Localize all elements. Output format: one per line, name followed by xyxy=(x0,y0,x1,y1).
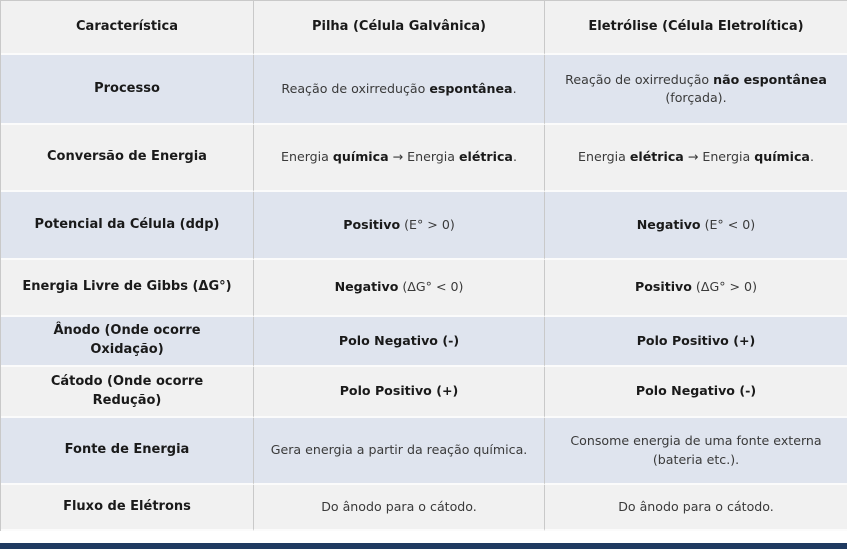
row-label-cell: Cátodo (Onde ocorre Redução) xyxy=(1,367,254,418)
pilha-cell: Gera energia a partir da reação química. xyxy=(254,418,545,485)
eletrolise-cell: Consome energia de uma fonte externa (ba… xyxy=(545,418,847,485)
pilha-cell: Do ânodo para o cátodo. xyxy=(254,485,545,531)
eletrolise-cell: Positivo (ΔG° > 0) xyxy=(545,260,847,317)
row-label-cell: Processo xyxy=(1,55,254,125)
eletrolise-cell: Do ânodo para o cátodo. xyxy=(545,485,847,531)
row-label-cell: Fluxo de Elétrons xyxy=(1,485,254,531)
comparison-table: Característica Pilha (Célula Galvânica) El… xyxy=(0,0,847,531)
pilha-cell: Reação de oxirredução espontânea. xyxy=(254,55,545,125)
pilha-cell: Negativo (ΔG° < 0) xyxy=(254,260,545,317)
table-body: Processo Reação de oxirredução espontânea… xyxy=(1,55,847,531)
table-row: Processo Reação de oxirredução espontânea… xyxy=(1,55,847,125)
table-row: Ânodo (Onde ocorre Oxidação) Polo Negativ… xyxy=(1,317,847,367)
pilha-cell: Energia química → Energia elétrica. xyxy=(254,125,545,192)
eletrolise-cell: Polo Positivo (+) xyxy=(545,317,847,367)
row-label-cell: Fonte de Energia xyxy=(1,418,254,485)
row-label-cell: Potencial da Célula (ddp) xyxy=(1,192,254,260)
table-row: Potencial da Célula (ddp) Positivo (E° > … xyxy=(1,192,847,260)
cropped-next-section-bar xyxy=(0,543,847,549)
table-row: Fonte de Energia Gera energia a partir da… xyxy=(1,418,847,485)
column-header: Eletrólise (Célula Eletrolítica) xyxy=(545,1,847,55)
eletrolise-cell: Reação de oxirredução não espontânea (fo… xyxy=(545,55,847,125)
eletrolise-cell: Polo Negativo (-) xyxy=(545,367,847,418)
table-row: Energia Livre de Gibbs (ΔG°) Negativo (ΔG… xyxy=(1,260,847,317)
pilha-cell: Polo Positivo (+) xyxy=(254,367,545,418)
column-header: Pilha (Célula Galvânica) xyxy=(254,1,545,55)
table-row: Cátodo (Onde ocorre Redução) Polo Positiv… xyxy=(1,367,847,418)
header-row: Característica Pilha (Célula Galvânica) El… xyxy=(1,1,847,55)
pilha-cell: Polo Negativo (-) xyxy=(254,317,545,367)
table-row: Fluxo de Elétrons Do ânodo para o cátodo.… xyxy=(1,485,847,531)
column-header: Característica xyxy=(1,1,254,55)
pilha-cell: Positivo (E° > 0) xyxy=(254,192,545,260)
row-label-cell: Ânodo (Onde ocorre Oxidação) xyxy=(1,317,254,367)
row-label-cell: Energia Livre de Gibbs (ΔG°) xyxy=(1,260,254,317)
eletrolise-cell: Energia elétrica → Energia química. xyxy=(545,125,847,192)
table-row: Conversão de Energia Energia química → En… xyxy=(1,125,847,192)
row-label-cell: Conversão de Energia xyxy=(1,125,254,192)
eletrolise-cell: Negativo (E° < 0) xyxy=(545,192,847,260)
